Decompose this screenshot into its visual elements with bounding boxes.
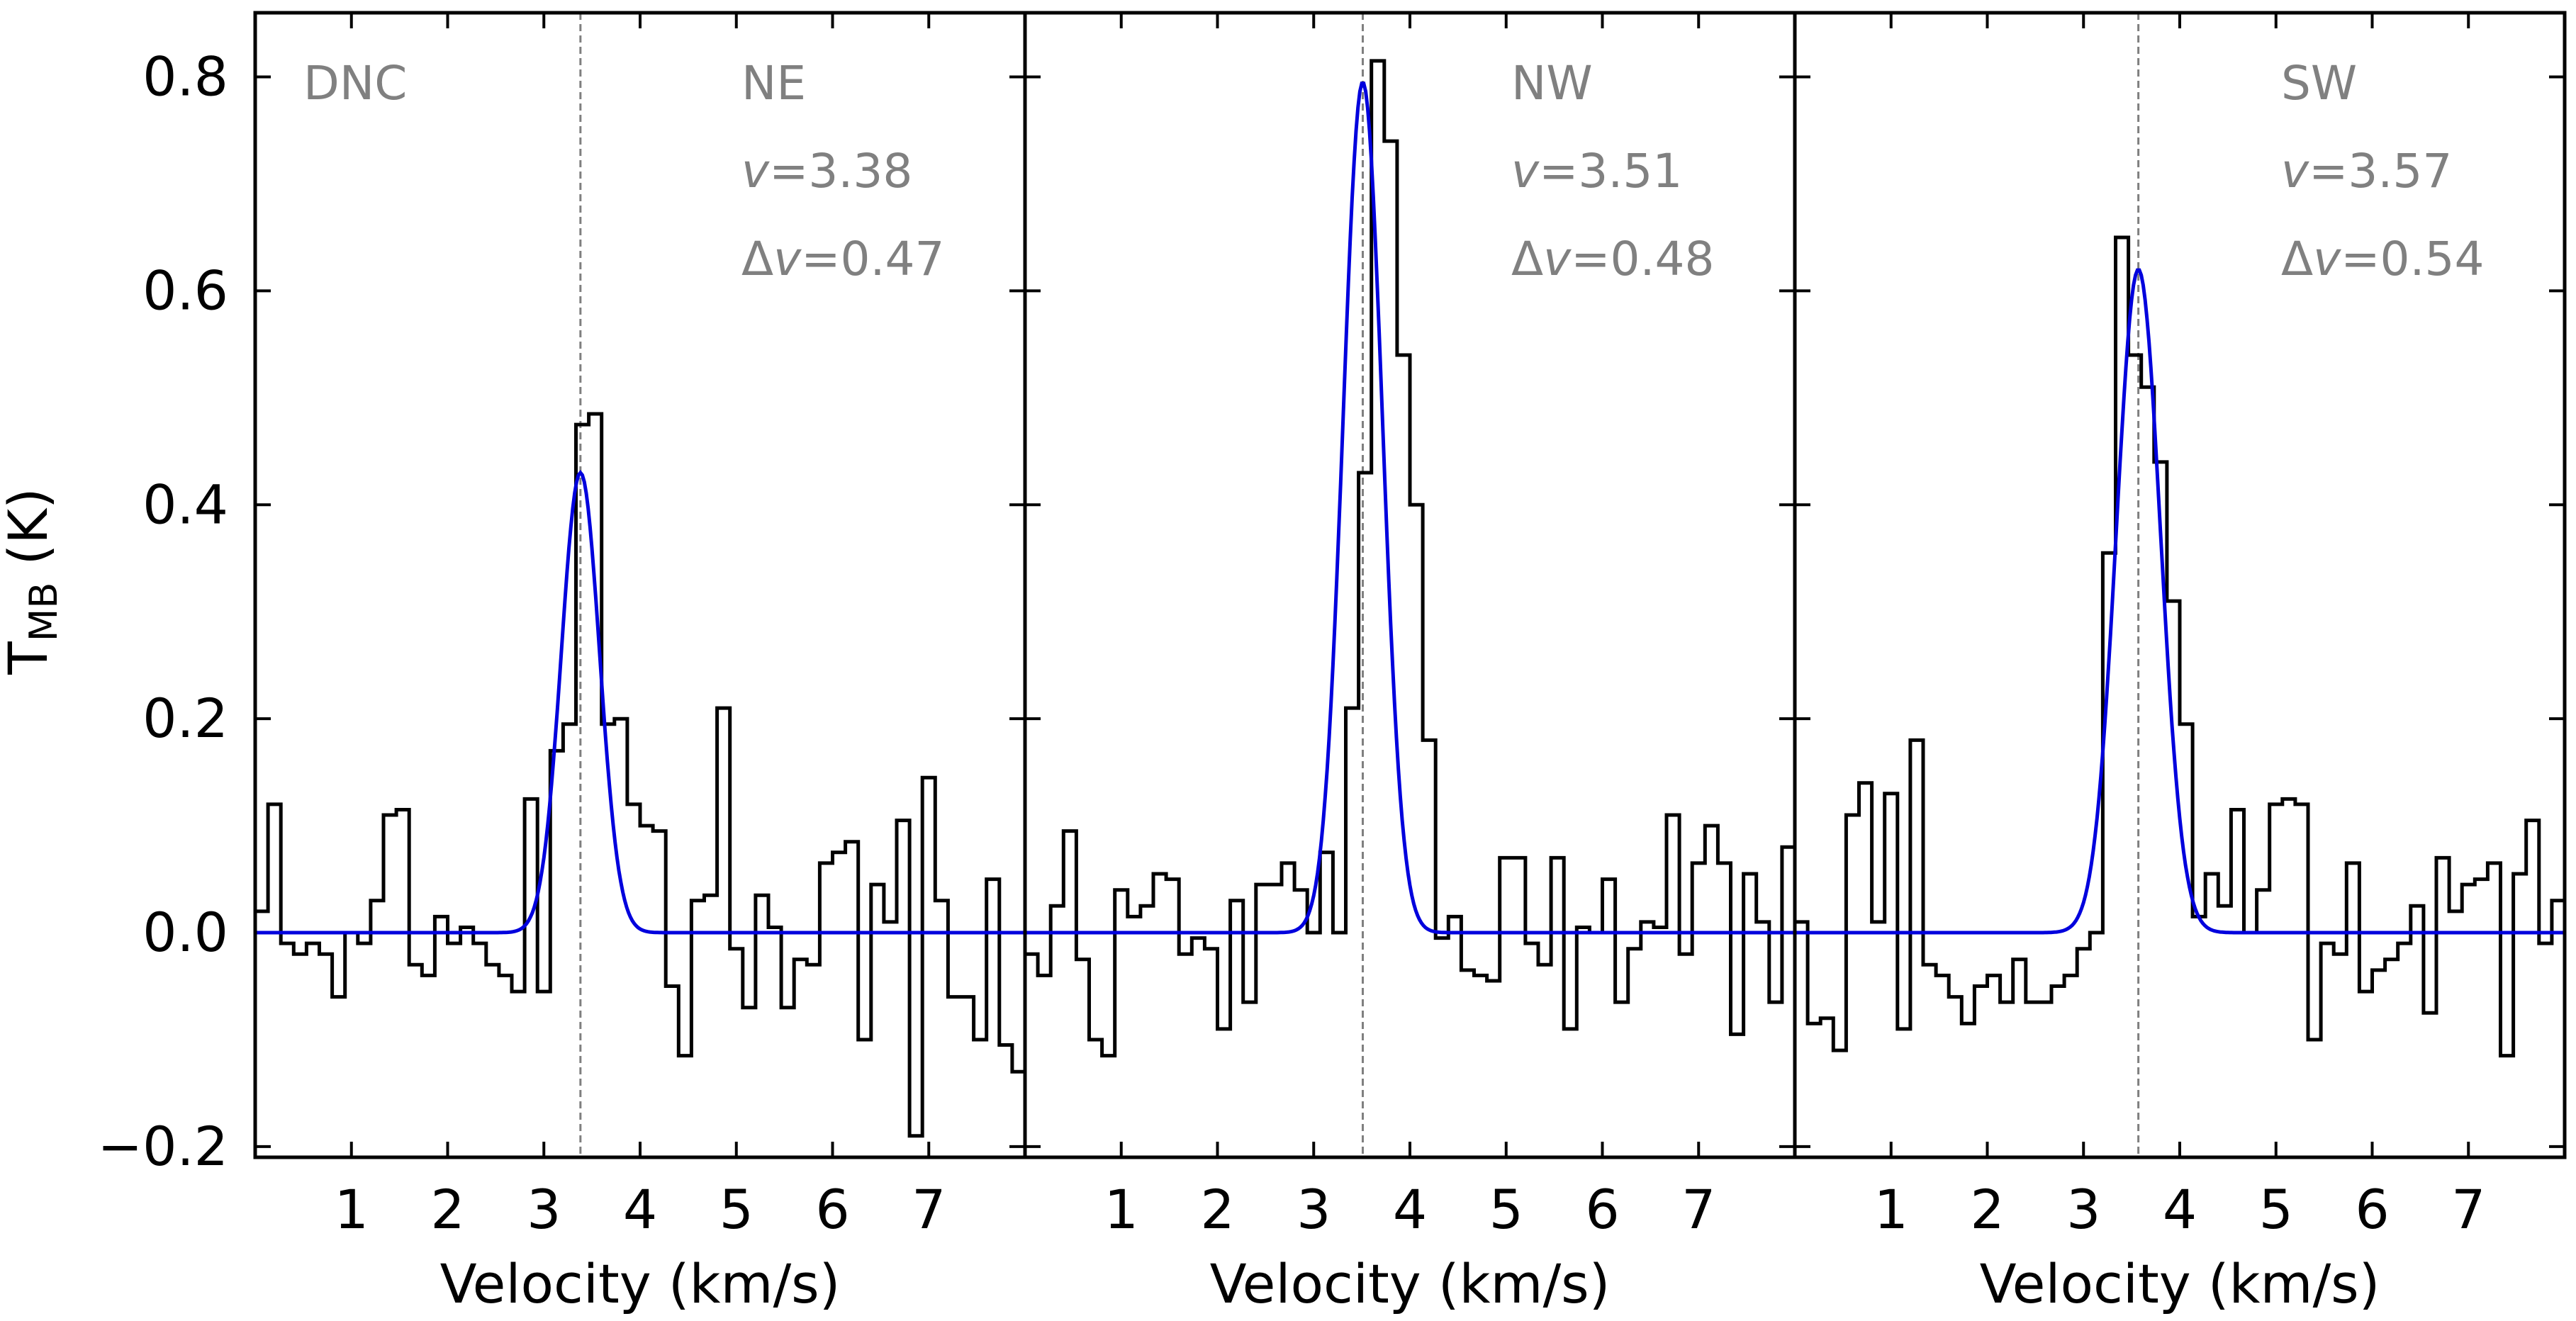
gaussian-fit — [1025, 81, 1795, 935]
plot-area — [1025, 13, 1795, 1157]
x-tick-label: 1 — [1104, 1178, 1138, 1241]
y-tick-label: 0.0 — [142, 901, 228, 964]
linewidth-label: Δv=0.47 — [741, 232, 944, 286]
y-tick-label: −0.2 — [97, 1115, 228, 1178]
velocity-symbol: v — [1511, 144, 1540, 198]
delta-symbol: Δ — [741, 232, 773, 286]
y-axis-label-subscript: MB — [21, 583, 66, 642]
delta-symbol: Δ — [2281, 232, 2313, 286]
x-tick-label: 5 — [1489, 1178, 1523, 1241]
x-tick-label: 6 — [1585, 1178, 1619, 1241]
velocity-label: v=3.51 — [1511, 144, 1682, 198]
x-tick-label: 6 — [815, 1178, 849, 1241]
velocity-symbol: v — [741, 144, 770, 198]
molecule-label: DNC — [303, 56, 407, 111]
region-label: SW — [2281, 56, 2357, 111]
linewidth-value: =0.47 — [801, 232, 944, 286]
plot-area — [1795, 13, 2565, 1157]
x-axis-label: Velocity (km/s) — [440, 1252, 841, 1315]
x-tick-label: 5 — [2259, 1178, 2293, 1241]
velocity-value: =3.38 — [769, 144, 912, 198]
x-tick-label: 3 — [527, 1178, 561, 1241]
gaussian-fit — [1795, 268, 2565, 935]
x-tick-label: 7 — [2451, 1178, 2485, 1241]
x-tick-label: 2 — [430, 1178, 464, 1241]
x-tick-label: 7 — [912, 1178, 946, 1241]
x-tick-label: 4 — [1393, 1178, 1427, 1241]
x-tick-label: 3 — [2066, 1178, 2100, 1241]
velocity-value: =3.57 — [2309, 144, 2452, 198]
y-tick-label: 0.8 — [142, 45, 228, 108]
y-tick-label: 0.2 — [142, 687, 228, 750]
x-tick-label: 2 — [1970, 1178, 2004, 1241]
x-tick-label: 1 — [1874, 1178, 1908, 1241]
linewidth-symbol: v — [1543, 232, 1572, 286]
velocity-symbol: v — [2281, 144, 2309, 198]
x-tick-label: 4 — [2163, 1178, 2197, 1241]
linewidth-value: =0.48 — [1571, 232, 1714, 286]
x-tick-label: 7 — [1681, 1178, 1715, 1241]
panel-frame — [1793, 11, 2567, 1159]
y-tick-labels: 0.8 0.6 0.4 0.2 0.0 −0.2 — [97, 45, 228, 1178]
x-axis-label: Velocity (km/s) — [1210, 1252, 1611, 1315]
y-tick-label: 0.4 — [142, 473, 228, 536]
velocity-label: v=3.57 — [2281, 144, 2452, 198]
x-axis-label: Velocity (km/s) — [1980, 1252, 2380, 1315]
y-axis-label-unit: (K) — [0, 488, 60, 582]
linewidth-label: Δv=0.54 — [2281, 232, 2484, 286]
linewidth-value: =0.54 — [2341, 232, 2484, 286]
x-tick-label: 3 — [1297, 1178, 1331, 1241]
x-tick-label: 4 — [623, 1178, 657, 1241]
svg-text:TMB (K): TMB (K) — [0, 488, 66, 675]
y-tick-label: 0.6 — [142, 259, 228, 322]
x-tick-label: 5 — [719, 1178, 754, 1241]
x-tick-label: 2 — [1200, 1178, 1234, 1241]
x-tick-label: 6 — [2355, 1178, 2389, 1241]
linewidth-label: Δv=0.48 — [1511, 232, 1714, 286]
velocity-label: v=3.38 — [741, 144, 912, 198]
gaussian-fit — [255, 470, 1025, 935]
plot-area — [255, 13, 1025, 1157]
y-axis-label-main: T — [0, 641, 60, 675]
observed-spectrum — [255, 412, 1025, 1138]
linewidth-symbol: v — [2313, 232, 2341, 286]
delta-symbol: Δ — [1511, 232, 1543, 286]
region-label: NW — [1511, 56, 1593, 111]
x-tick-label: 1 — [335, 1178, 369, 1241]
velocity-value: =3.51 — [1539, 144, 1682, 198]
region-label: NE — [741, 56, 806, 111]
linewidth-symbol: v — [773, 232, 802, 286]
observed-spectrum — [1795, 235, 2565, 1058]
observed-spectrum — [1025, 59, 1795, 1058]
y-axis-label: TMB (K) — [0, 488, 66, 675]
